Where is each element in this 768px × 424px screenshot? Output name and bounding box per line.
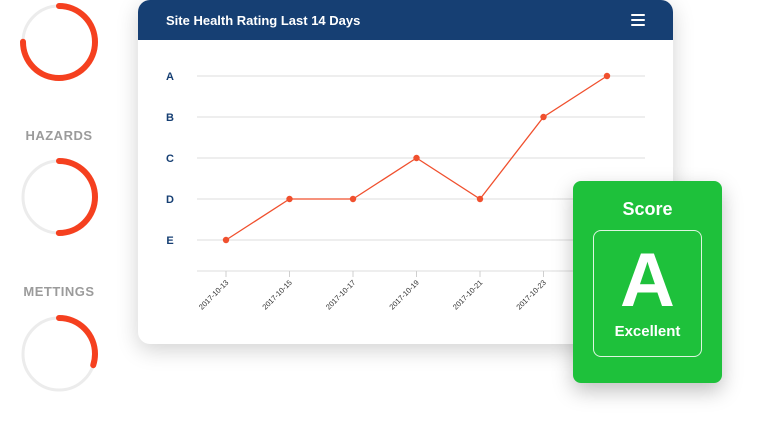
x-tick-label: 2017-10-13	[197, 278, 230, 311]
card-header: Site Health Rating Last 14 Days	[138, 0, 673, 40]
gauge-ring	[20, 158, 98, 236]
mettings-label: METTINGS	[23, 284, 95, 299]
score-grade: A	[620, 238, 675, 323]
score-label: Excellent	[614, 323, 681, 340]
score-grade-box: A Excellent	[593, 230, 702, 357]
y-tick-label: B	[166, 112, 174, 124]
gauge-hazards	[18, 156, 100, 238]
hazards-label: HAZARDS	[25, 128, 93, 143]
gauge-top	[18, 1, 100, 83]
score-title: Score	[622, 199, 673, 219]
y-tick-label: A	[166, 71, 174, 83]
data-point	[476, 195, 484, 203]
y-tick-label: D	[166, 194, 174, 206]
gauge-progress-arc	[20, 3, 98, 81]
y-tick-label: E	[166, 235, 173, 247]
x-tick-label: 2017-10-23	[514, 278, 547, 311]
data-point	[222, 236, 230, 244]
score-card: Score A Excellent	[573, 181, 722, 383]
data-point	[286, 195, 293, 203]
card-title: Site Health Rating Last 14 Days	[166, 13, 361, 28]
x-tick-label: 2017-10-21	[451, 278, 484, 311]
gauge-progress-arc	[20, 158, 98, 236]
hamburger-menu-icon[interactable]	[631, 14, 645, 26]
gauge-progress-arc	[20, 315, 98, 393]
gauge-mettings	[18, 313, 100, 395]
data-point	[413, 154, 420, 162]
data-point	[349, 195, 357, 203]
data-point	[540, 113, 547, 121]
x-tick-label: 2017-10-19	[387, 278, 420, 311]
data-point	[603, 72, 611, 80]
gauge-ring	[20, 3, 98, 81]
y-tick-label: C	[166, 153, 174, 165]
x-tick-label: 2017-10-17	[324, 278, 357, 311]
x-tick-label: 2017-10-15	[260, 278, 293, 311]
gauge-ring	[20, 315, 98, 393]
